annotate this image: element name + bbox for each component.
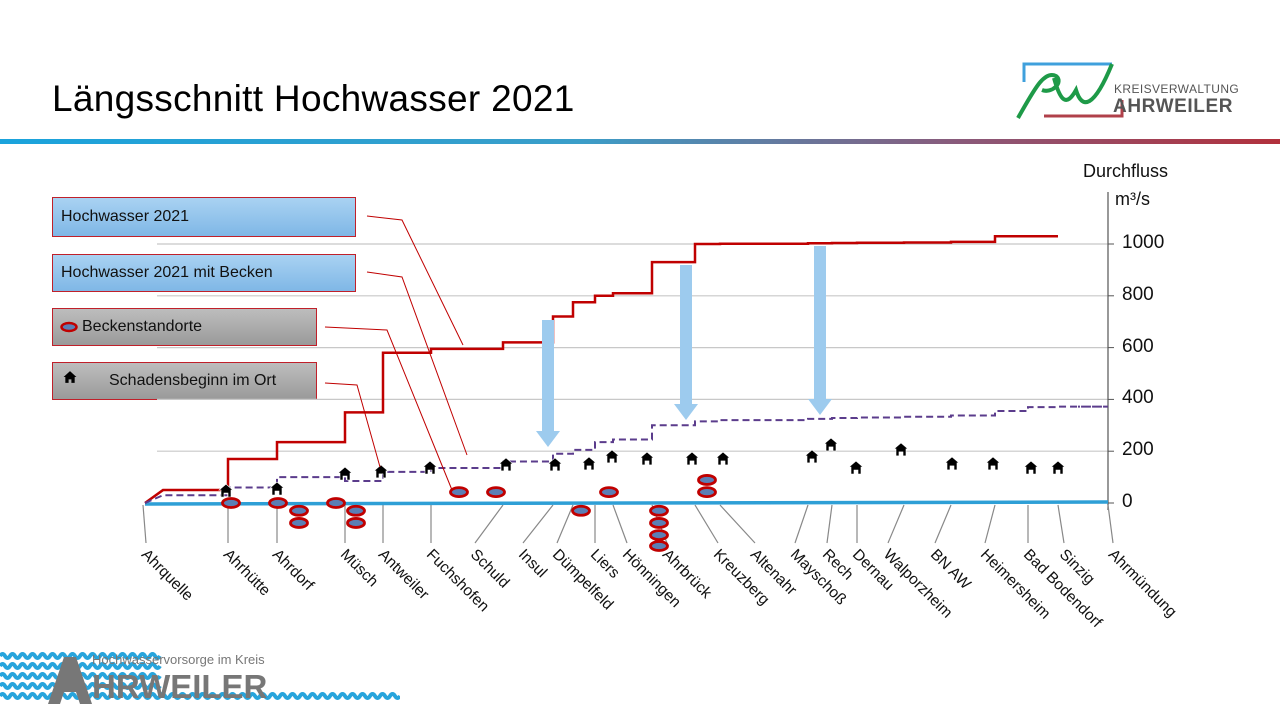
location-leader-line [1107,504,1114,544]
legend-hochwasser-2021: Hochwasser 2021 [52,197,356,237]
logo-ahrweiler-text: HRWEILER [92,668,268,705]
basin-ellipse-icon [221,497,241,509]
reduction-arrow [674,265,698,420]
location-leader-line [1057,504,1065,544]
legend-label: Beckenstandorte [82,318,203,335]
y-tick-label: 200 [1122,439,1154,461]
slide-title: Längsschnitt Hochwasser 2021 [52,78,575,119]
legend-label: Schadensbeginn im Ort [109,372,277,389]
house-icon [1023,460,1039,475]
house-icon [944,456,960,471]
basin-ellipse-icon [697,486,717,499]
house-icon [639,451,655,466]
river-baseline [144,500,1109,506]
location-leader-line [934,504,952,544]
logo-text-hochwasservorsorge: Hochwasservorsorge im Kreis [92,652,265,667]
basin-ellipse-icon [60,321,78,333]
location-leader-line [719,504,756,544]
location-leader-line [826,504,833,544]
house-icon [893,442,909,457]
legend-beckenstandorte: Beckenstandorte [52,308,317,346]
legend-label: Hochwasser 2021 [61,208,190,225]
wave-line [0,692,400,700]
basin-ellipse-icon [599,486,619,499]
legend-callout-line [366,271,468,456]
y-tick-label: 400 [1122,387,1154,409]
house-icon [804,449,820,464]
basin-ellipse-icon [289,517,309,529]
legend-schadensbeginn: Schadensbeginn im Ort [52,362,317,400]
house-icon [547,457,563,472]
basin-ellipse-icon [649,540,669,552]
legend-label: Hochwasser 2021 mit Becken [61,264,273,281]
house-icon [218,483,234,498]
house-icon [269,481,285,496]
y-tick-label: 600 [1122,335,1154,357]
house-icon [498,457,514,472]
basin-ellipse-icon [649,517,669,529]
house-icon [63,371,77,383]
reduction-arrow [536,320,560,447]
series-hochwasser-2021 [144,234,1058,505]
y-tick-label: 0 [1122,491,1133,512]
hochwasservorsorge-logo: HRWEILER [0,652,400,705]
basin-ellipse-icon [449,486,469,499]
y-tick-label: 800 [1122,283,1154,305]
title-divider [0,139,1280,144]
basin-ellipse-icon [289,504,309,517]
house-icon [684,451,700,466]
location-leader-line [984,504,996,544]
house-icon [581,456,597,471]
legend-callout-line [324,382,381,468]
house-icon [1050,460,1066,475]
location-leader-line [887,504,905,544]
kreisverwaltung-logo [1016,62,1124,119]
location-leader-line [556,504,574,544]
house-icon [337,466,353,481]
house-icon [985,456,1001,471]
wave-line [0,662,162,670]
logo-text-ahrweiler: AHRWEILER [1113,96,1234,117]
basin-ellipse-icon [268,497,288,509]
basin-ellipse-icon [346,517,366,529]
y-axis-unit: m³/s [1115,189,1150,209]
basin-ellipse-icon [649,529,669,542]
legend-hochwasser-mit-becken: Hochwasser 2021 mit Becken [52,254,356,292]
legend-callout-line [324,326,453,491]
house-icon [823,437,839,452]
basin-ellipse-icon [649,504,669,517]
y-axis-label: Durchfluss [1083,161,1169,181]
house-icon [422,460,438,475]
house-icon [604,449,620,464]
location-leader-line [794,504,809,544]
location-leader-line [474,504,504,544]
y-tick-label: 1000 [1122,232,1165,253]
wave-line [0,652,162,660]
reduction-arrow [808,246,832,415]
basin-ellipse-icon [571,504,591,517]
house-icon [715,451,731,466]
basin-ellipse-icon [486,486,506,499]
house-icon [848,460,864,475]
location-leader-line [612,504,628,544]
location-leader-line [522,504,554,544]
series-hochwasser-mit-becken [144,405,1108,504]
legend-callout-line [366,215,464,346]
basin-ellipse-icon [697,474,717,486]
basin-ellipse-icon [346,504,366,517]
logo-text-kreisverwaltung: KREISVERWALTUNG [1114,82,1240,96]
location-leader-line [694,504,719,544]
location-leader-line [142,504,147,544]
house-icon [373,464,389,479]
basin-ellipse-icon [326,497,346,509]
